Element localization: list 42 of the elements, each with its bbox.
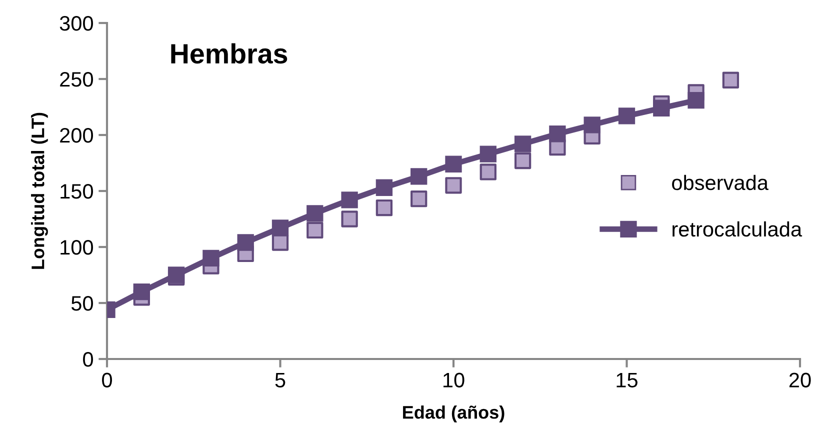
y-tick-label: 100	[60, 240, 93, 255]
x-tick-label: 10	[444, 372, 464, 388]
point	[514, 152, 532, 170]
point	[272, 220, 289, 236]
y-tick-label: 200	[60, 128, 93, 143]
point	[549, 126, 566, 142]
x-axis-title: Edad (años)	[403, 406, 504, 422]
point	[480, 146, 496, 162]
point	[722, 72, 740, 88]
point	[480, 164, 496, 180]
x-tick-label: 5	[275, 372, 286, 388]
point	[688, 92, 704, 109]
point	[618, 108, 636, 124]
legend-label: retrocalculada	[672, 221, 802, 237]
x-tick-label: 0	[102, 372, 112, 388]
x-tick-label: 15	[616, 372, 638, 388]
point	[584, 116, 600, 134]
y-tick-label: 50	[71, 296, 93, 311]
point	[168, 266, 185, 284]
y-tick-label: 300	[60, 16, 93, 31]
y-axis-title: Longitud total (LT)	[31, 112, 48, 269]
point	[341, 210, 358, 228]
point	[376, 199, 393, 216]
point	[341, 192, 358, 208]
point	[133, 283, 150, 300]
point	[410, 168, 428, 185]
point	[445, 177, 462, 194]
point	[237, 234, 254, 251]
point	[653, 100, 670, 116]
annotation: Hembras	[171, 43, 288, 64]
y-tick-label: 250	[60, 72, 93, 87]
y-tick-label: 0	[83, 352, 93, 367]
point	[306, 222, 324, 239]
point	[202, 250, 220, 267]
x-tick-label: 20	[789, 372, 811, 388]
point	[514, 136, 532, 152]
legend-label: observada	[672, 174, 768, 190]
point	[445, 156, 462, 172]
point	[410, 190, 428, 208]
point	[306, 205, 324, 222]
point	[376, 179, 393, 196]
y-tick-label: 150	[60, 184, 93, 199]
